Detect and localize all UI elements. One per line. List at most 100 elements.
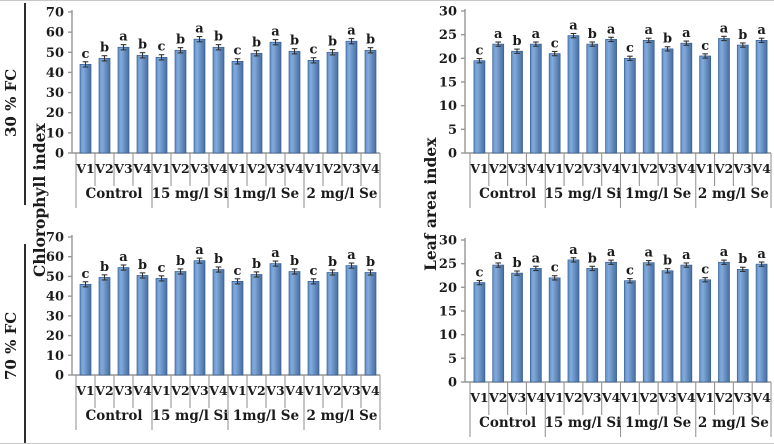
bar bbox=[326, 51, 339, 154]
y-tick-label: 20 bbox=[439, 281, 457, 296]
y-tick-label: 0 bbox=[55, 369, 64, 384]
bar bbox=[586, 43, 599, 154]
variety-label: V1 bbox=[544, 161, 563, 176]
significance-letter: b bbox=[214, 252, 223, 267]
bar bbox=[212, 46, 225, 154]
significance-letter: b bbox=[512, 34, 521, 49]
treatment-group-label: Control bbox=[85, 186, 142, 202]
significance-letter: b bbox=[738, 28, 747, 43]
variety-label: V4 bbox=[601, 390, 621, 405]
variety-label: V3 bbox=[657, 161, 676, 176]
bar bbox=[136, 275, 149, 376]
y-tick-label: 20 bbox=[439, 52, 457, 67]
significance-letter: a bbox=[720, 21, 729, 36]
significance-letter: c bbox=[701, 39, 709, 54]
variety-label: V3 bbox=[113, 161, 132, 176]
significance-letter: a bbox=[494, 27, 503, 42]
treatment-group-label: 15 mg/l Si bbox=[152, 186, 229, 202]
y-tick-label: 30 bbox=[46, 309, 64, 324]
variety-label: V2 bbox=[639, 161, 658, 176]
bar bbox=[642, 39, 655, 154]
y-tick-label: 10 bbox=[439, 328, 457, 343]
bar bbox=[364, 49, 377, 154]
significance-letter: c bbox=[82, 267, 90, 282]
bar bbox=[755, 39, 768, 154]
treatment-group-label: 15 mg/l Si bbox=[544, 186, 621, 202]
y-tick-label: 40 bbox=[46, 66, 64, 81]
y-tick-label: 40 bbox=[46, 290, 64, 305]
significance-letter: c bbox=[626, 41, 634, 56]
variety-label: V1 bbox=[227, 161, 246, 176]
bar bbox=[492, 264, 505, 383]
significance-letter: b bbox=[366, 255, 375, 270]
significance-letter: a bbox=[271, 25, 280, 40]
variety-label: V2 bbox=[170, 161, 189, 176]
significance-letter: c bbox=[475, 265, 483, 280]
significance-letter: c bbox=[310, 264, 318, 279]
significance-letter: b bbox=[138, 38, 147, 53]
significance-letter: b bbox=[738, 252, 747, 267]
bar bbox=[174, 271, 187, 376]
variety-label: V4 bbox=[526, 161, 546, 176]
variety-label: V4 bbox=[208, 383, 228, 398]
significance-letter: a bbox=[607, 245, 616, 260]
significance-letter: c bbox=[158, 261, 166, 276]
bar bbox=[529, 43, 542, 154]
variety-label: V2 bbox=[246, 161, 265, 176]
y-tick-label: 20 bbox=[46, 106, 64, 121]
bar bbox=[136, 54, 149, 154]
treatment-group-label: Control bbox=[479, 415, 536, 431]
bar bbox=[680, 264, 693, 383]
variety-label: V1 bbox=[303, 383, 322, 398]
significance-letter: c bbox=[626, 264, 634, 279]
variety-label: V2 bbox=[488, 390, 507, 405]
significance-letter: a bbox=[720, 245, 729, 260]
y-tick-label: 5 bbox=[448, 352, 457, 367]
variety-label: V3 bbox=[582, 161, 601, 176]
y-tick-label: 60 bbox=[46, 250, 64, 265]
bar bbox=[326, 272, 339, 376]
significance-letter: c bbox=[82, 47, 90, 62]
row-divider-line-top bbox=[24, 3, 26, 205]
variety-label: V1 bbox=[695, 161, 714, 176]
significance-letter: c bbox=[310, 43, 318, 58]
bar bbox=[661, 48, 674, 154]
variety-label: V4 bbox=[526, 390, 546, 405]
bar bbox=[79, 283, 92, 376]
significance-letter: b bbox=[252, 257, 261, 272]
variety-label: V4 bbox=[132, 383, 152, 398]
variety-label: V3 bbox=[733, 390, 752, 405]
y-tick-label: 30 bbox=[46, 86, 64, 101]
variety-label: V2 bbox=[714, 390, 733, 405]
bar bbox=[193, 260, 206, 376]
variety-label: V2 bbox=[322, 161, 341, 176]
variety-label: V3 bbox=[189, 383, 208, 398]
variety-label: V4 bbox=[676, 390, 696, 405]
significance-letter: a bbox=[119, 30, 128, 45]
variety-label: V1 bbox=[469, 390, 488, 405]
significance-letter: a bbox=[347, 24, 356, 39]
significance-letter: c bbox=[551, 36, 559, 51]
variety-label: V1 bbox=[151, 161, 170, 176]
significance-letter: b bbox=[663, 254, 672, 269]
significance-letter: b bbox=[328, 255, 337, 270]
variety-label: V3 bbox=[657, 390, 676, 405]
significance-letter: a bbox=[271, 246, 280, 261]
treatment-group-label: 2 mg/l Se bbox=[698, 415, 769, 431]
variety-label: V4 bbox=[676, 161, 696, 176]
significance-letter: a bbox=[757, 23, 766, 38]
variety-label: V3 bbox=[341, 383, 360, 398]
bar bbox=[307, 59, 320, 154]
significance-letter: c bbox=[158, 40, 166, 55]
significance-letter: c bbox=[234, 264, 242, 279]
variety-label: V2 bbox=[322, 383, 341, 398]
bar bbox=[345, 40, 358, 154]
variety-label: V3 bbox=[113, 383, 132, 398]
bar bbox=[718, 38, 730, 154]
y-tick-label: 25 bbox=[439, 28, 457, 43]
significance-letter: a bbox=[607, 22, 616, 37]
significance-letter: b bbox=[214, 30, 223, 45]
significance-letter: b bbox=[512, 256, 521, 271]
y-tick-label: 15 bbox=[439, 305, 457, 320]
bar bbox=[567, 35, 580, 154]
